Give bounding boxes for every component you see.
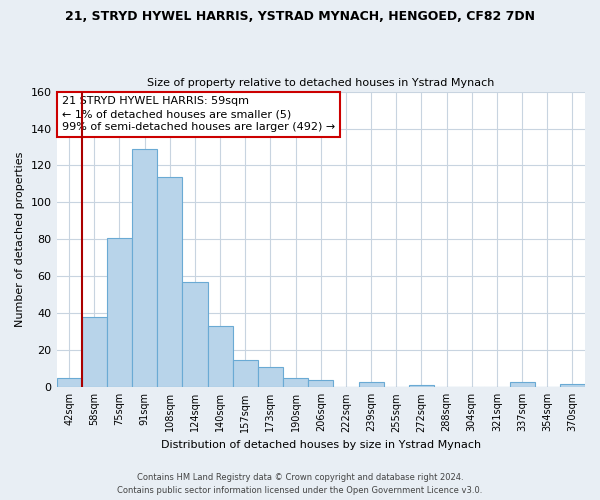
- Bar: [509, 382, 535, 388]
- Text: 21 STRYD HYWEL HARRIS: 59sqm
← 1% of detached houses are smaller (5)
99% of semi: 21 STRYD HYWEL HARRIS: 59sqm ← 1% of det…: [62, 96, 335, 132]
- Bar: [359, 382, 383, 388]
- Bar: [182, 282, 208, 388]
- Text: Contains HM Land Registry data © Crown copyright and database right 2024.
Contai: Contains HM Land Registry data © Crown c…: [118, 473, 482, 495]
- Bar: [132, 149, 157, 388]
- Bar: [157, 176, 182, 388]
- Y-axis label: Number of detached properties: Number of detached properties: [15, 152, 25, 327]
- Bar: [56, 378, 82, 388]
- Bar: [208, 326, 233, 388]
- Bar: [258, 367, 283, 388]
- Bar: [308, 380, 334, 388]
- Title: Size of property relative to detached houses in Ystrad Mynach: Size of property relative to detached ho…: [147, 78, 494, 88]
- Bar: [233, 360, 258, 388]
- X-axis label: Distribution of detached houses by size in Ystrad Mynach: Distribution of detached houses by size …: [161, 440, 481, 450]
- Text: 21, STRYD HYWEL HARRIS, YSTRAD MYNACH, HENGOED, CF82 7DN: 21, STRYD HYWEL HARRIS, YSTRAD MYNACH, H…: [65, 10, 535, 23]
- Bar: [560, 384, 585, 388]
- Bar: [82, 317, 107, 388]
- Bar: [107, 238, 132, 388]
- Bar: [283, 378, 308, 388]
- Bar: [409, 386, 434, 388]
